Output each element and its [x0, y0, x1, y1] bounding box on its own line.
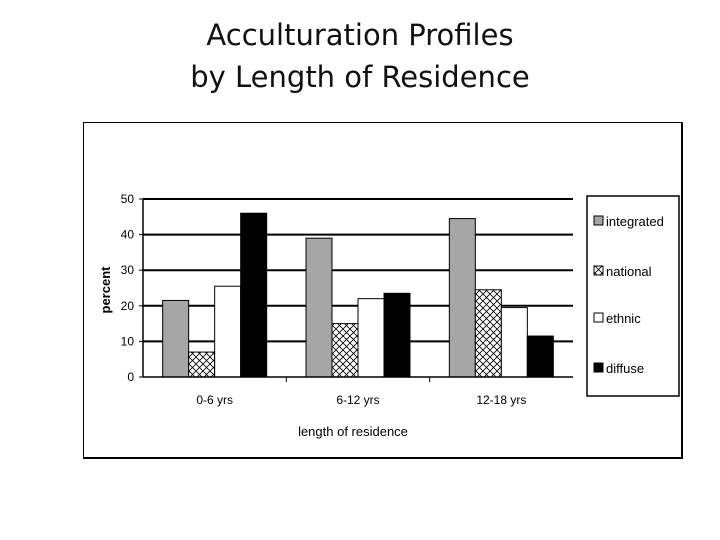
x-category-labels: 0-6 yrs 6-12 yrs 12-18 yrs [196, 393, 526, 407]
bar-integrated [448, 218, 476, 378]
legend: integrated national ethnic diffuse [586, 195, 680, 397]
legend-label: national [606, 264, 652, 279]
legend-swatch [593, 265, 604, 276]
legend-swatch [593, 312, 604, 323]
title-line-2: by Length of Residence [190, 60, 530, 94]
y-tick-label: 0 [127, 370, 134, 384]
bar-national [474, 289, 502, 378]
x-category-label: 12-18 yrs [476, 393, 526, 407]
bar-diffuse [240, 212, 268, 378]
slide-title: Acculturation Profiles by Length of Resi… [0, 14, 720, 98]
y-tick-labels: 0 10 20 30 40 50 [121, 192, 135, 384]
y-tick-label: 10 [121, 334, 135, 348]
y-tick-label: 20 [121, 299, 135, 313]
bar-ethnic [214, 285, 242, 378]
x-category-label: 0-6 yrs [196, 393, 233, 407]
legend-label: integrated [606, 214, 664, 229]
bar-diffuse [526, 335, 554, 378]
legend-swatch [593, 215, 604, 226]
bar-national [331, 323, 359, 378]
y-tick-label: 40 [121, 228, 135, 242]
chart-frame [83, 122, 683, 459]
x-category-label: 6-12 yrs [336, 393, 379, 407]
title-line-1: Acculturation Profiles [206, 18, 514, 52]
bar-integrated [162, 299, 190, 378]
legend-label: diffuse [606, 361, 644, 376]
legend-swatch [593, 362, 604, 373]
y-axis-title: percent [98, 266, 113, 314]
x-axis-title: length of residence [298, 424, 408, 439]
legend-label: ethnic [606, 311, 641, 326]
y-tick-label: 50 [121, 192, 135, 206]
y-tick-label: 30 [121, 263, 135, 277]
bar-ethnic [500, 307, 528, 378]
bar-diffuse [383, 292, 411, 378]
axes [139, 198, 573, 382]
bars [162, 212, 554, 378]
bar-integrated [305, 237, 333, 378]
bar-ethnic [357, 298, 385, 378]
bar-national [188, 351, 216, 378]
